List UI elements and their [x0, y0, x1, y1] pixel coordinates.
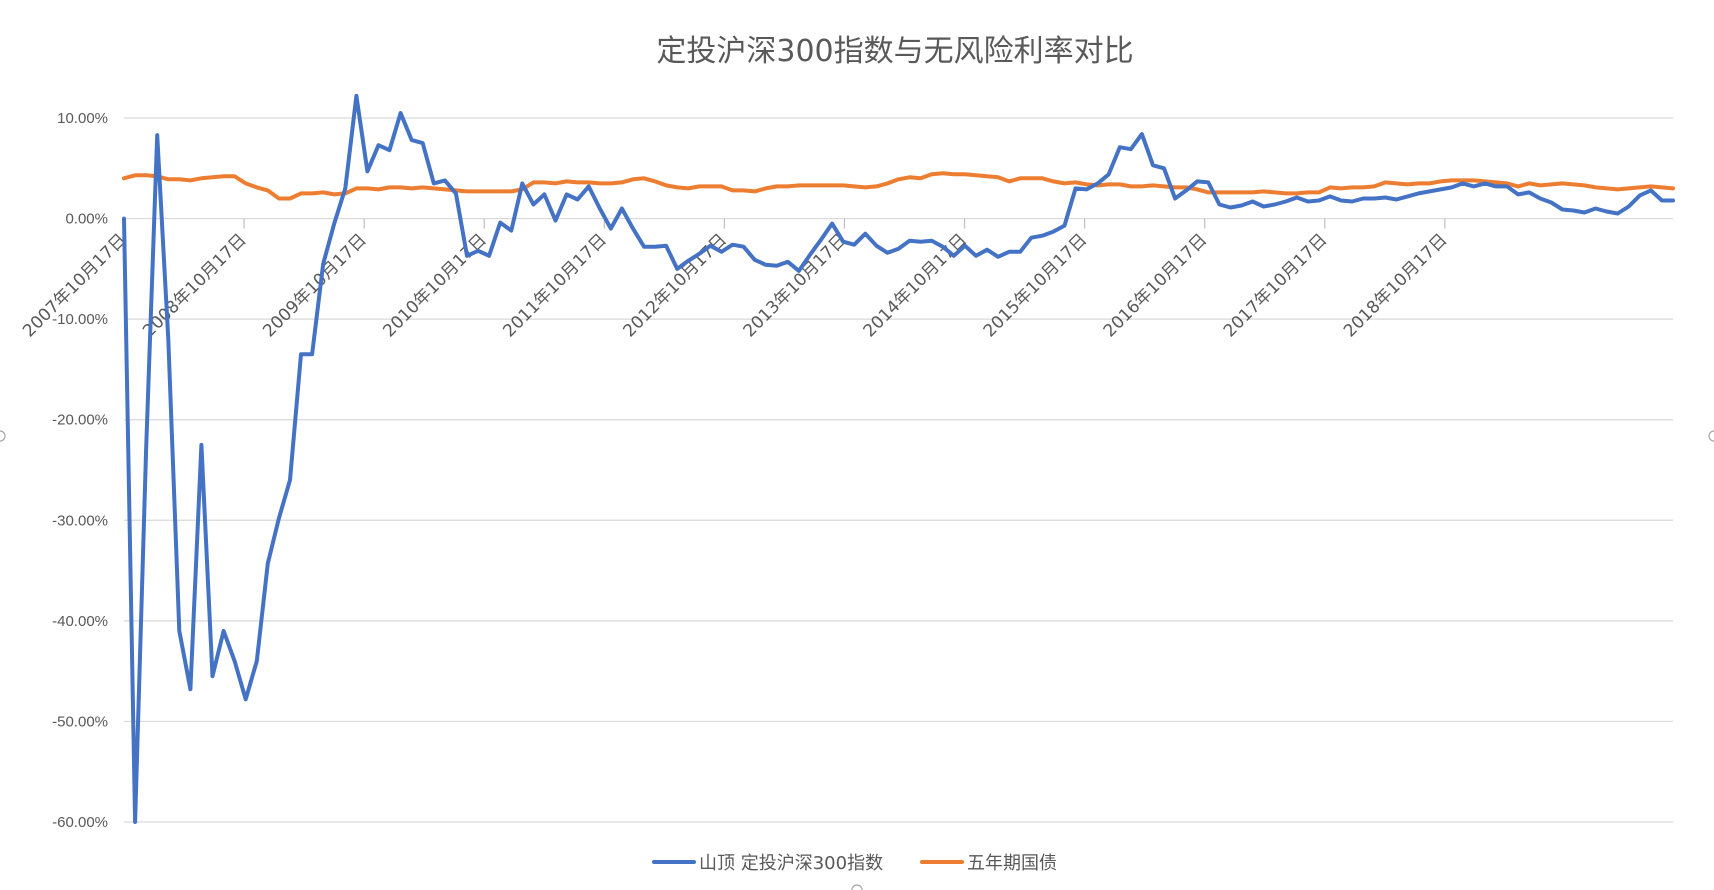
x-tick-label: 2016年10月17日 — [1100, 230, 1211, 341]
legend: 山顶 定投沪深300指数 五年期国债 — [652, 853, 1057, 874]
x-tick-label: 2015年10月17日 — [980, 230, 1091, 341]
resize-handle-left[interactable] — [0, 430, 6, 442]
y-tick-label: -30.00% — [52, 512, 108, 529]
y-axis-tick-labels: 10.00% 0.00% -10.00% -20.00% -30.00% -40.00% -… — [52, 110, 108, 831]
y-tick-label: -20.00% — [52, 412, 108, 429]
grid — [124, 117, 1673, 823]
resize-handle-right[interactable] — [1708, 430, 1714, 442]
x-tick-label: 2018年10月17日 — [1340, 230, 1451, 341]
legend-label-2: 五年期国债 — [967, 853, 1057, 874]
y-tick-label: 10.00% — [57, 110, 108, 127]
resize-handle-bottom[interactable] — [851, 884, 863, 890]
y-tick-label: -40.00% — [52, 613, 108, 630]
legend-label-1: 山顶 定投沪深300指数 — [699, 853, 883, 874]
x-tick-label: 2011年10月17日 — [499, 230, 610, 341]
x-tick-label: 2017年10月17日 — [1220, 230, 1331, 341]
x-tick-label: 2008年10月17日 — [139, 230, 250, 341]
y-tick-label: 0.00% — [65, 211, 108, 228]
x-axis: 2007年10月17日 2008年10月17日 2009年10月17日 2010年10… — [19, 218, 1451, 341]
x-tick-label: 2010年10月17日 — [379, 230, 490, 341]
series-line-1 — [122, 93, 1675, 824]
y-tick-label: -10.00% — [52, 311, 108, 328]
y-tick-label: -50.00% — [52, 713, 108, 730]
series-lines — [122, 93, 1675, 824]
chart-title: 定投沪深300指数与无风险利率对比 — [656, 34, 1133, 69]
x-tick-label: 2013年10月17日 — [740, 230, 851, 341]
series-line-2 — [122, 171, 1675, 201]
y-tick-label: -60.00% — [52, 814, 108, 831]
